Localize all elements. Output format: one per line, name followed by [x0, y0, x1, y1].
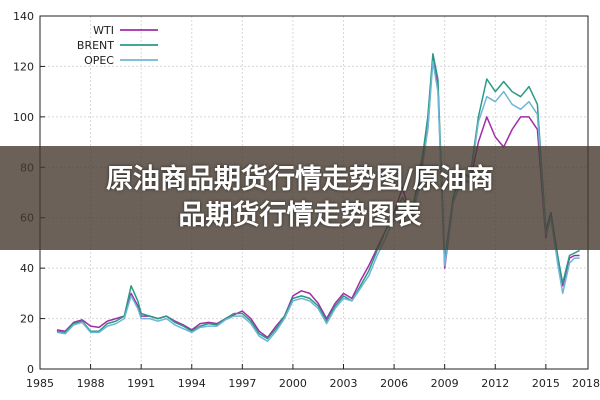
x-tick-label: 2012: [481, 377, 509, 390]
banner-line-2: 品期货行情走势图表: [178, 200, 422, 231]
x-tick-label: 2009: [431, 377, 459, 390]
series-line-opec: [56, 60, 580, 343]
series-line-brent: [56, 53, 580, 340]
legend-label-opec: OPEC: [84, 54, 114, 67]
y-tick-label: 40: [20, 262, 34, 275]
chart-axes: 0204060801001201401985198819911994199720…: [13, 10, 600, 390]
x-tick-label: 2018: [572, 377, 600, 390]
x-tick-label: 1997: [228, 377, 256, 390]
y-tick-label: 100: [13, 111, 34, 124]
x-tick-label: 1988: [77, 377, 105, 390]
x-tick-label: 1985: [26, 377, 54, 390]
x-tick-label: 1991: [127, 377, 155, 390]
x-tick-label: 1994: [178, 377, 206, 390]
x-tick-label: 2003: [330, 377, 358, 390]
chart-legend: WTI BRENT OPEC: [77, 24, 158, 67]
x-tick-label: 2006: [380, 377, 408, 390]
x-tick-label: 2015: [532, 377, 560, 390]
legend-label-wti: WTI: [93, 24, 114, 37]
title-banner: 原油商品期货行情走势图/原油商 品期货行情走势图表: [0, 146, 600, 250]
banner-line-1: 原油商品期货行情走势图/原油商: [106, 164, 494, 195]
y-tick-label: 120: [13, 60, 34, 73]
y-tick-label: 140: [13, 10, 34, 23]
legend-label-brent: BRENT: [77, 39, 114, 52]
y-tick-label: 20: [20, 313, 34, 326]
y-tick-label: 0: [27, 363, 34, 376]
x-tick-label: 2000: [279, 377, 307, 390]
